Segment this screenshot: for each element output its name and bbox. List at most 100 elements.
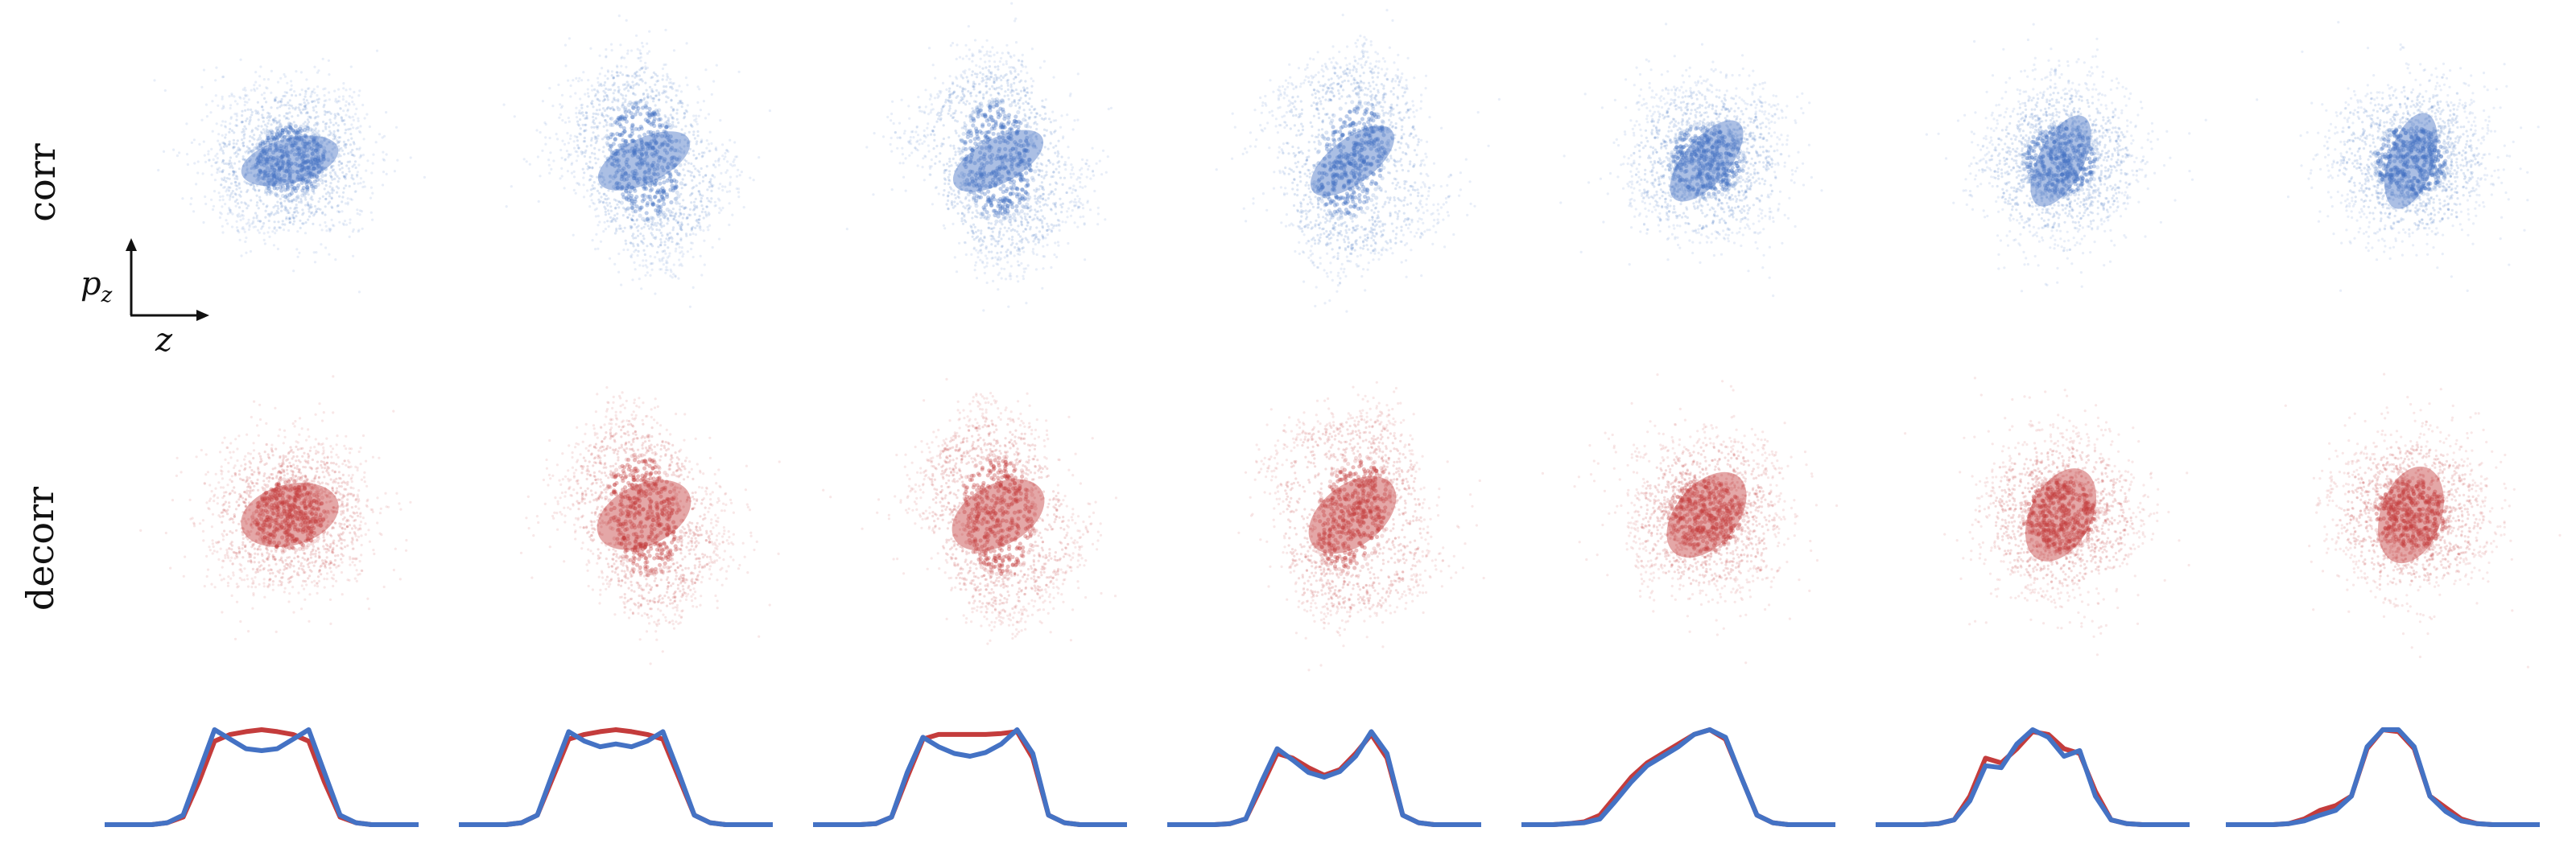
scatter-point: [613, 92, 615, 94]
scatter-point: [667, 220, 670, 222]
scatter-point: [729, 176, 732, 179]
scatter-point: [203, 141, 205, 143]
scatter-point: [707, 228, 709, 231]
scatter-point: [250, 116, 252, 118]
scatter-point: [593, 147, 596, 150]
scatter-point: [624, 98, 626, 101]
scatter-point: [617, 200, 620, 203]
scatter-point: [337, 124, 340, 126]
scatter-point: [603, 193, 605, 196]
scatter-point: [724, 171, 727, 174]
scatter-point: [644, 62, 646, 64]
scatter-point: [675, 250, 677, 253]
scatter-point: [1033, 169, 1037, 173]
scatter-point: [1046, 223, 1048, 225]
scatter-point: [277, 205, 279, 208]
scatter-point: [331, 191, 333, 194]
scatter-point: [612, 217, 614, 220]
scatter-point: [305, 112, 308, 114]
scatter-point: [317, 132, 320, 134]
scatter-point: [708, 186, 711, 188]
scatter-point: [597, 98, 599, 101]
scatter-point: [601, 114, 604, 117]
scatter-point: [1034, 121, 1037, 123]
scatter-point: [662, 188, 666, 192]
scatter-point: [694, 213, 696, 216]
scatter-point: [962, 205, 964, 208]
scatter-point: [299, 111, 302, 113]
scatter-point: [672, 228, 675, 231]
scatter-point: [607, 88, 609, 91]
scatter-point: [594, 248, 597, 250]
scatter-point: [947, 200, 949, 202]
scatter-point: [627, 89, 630, 92]
scatter-point: [164, 89, 167, 92]
scatter-point: [1007, 306, 1009, 308]
scatter-point: [357, 164, 360, 167]
scatter-point: [245, 120, 247, 122]
scatter-point: [1051, 133, 1053, 135]
scatter-point: [968, 102, 971, 105]
scatter-point: [1072, 184, 1075, 187]
scatter-point: [709, 131, 712, 134]
scatter-point: [947, 208, 949, 210]
scatter-point: [304, 196, 307, 199]
scatter-point: [301, 88, 303, 91]
scatter-point: [254, 89, 256, 92]
scatter-point: [595, 113, 597, 115]
scatter-point: [678, 215, 680, 217]
scatter-point: [1030, 77, 1033, 80]
scatter-point: [370, 171, 373, 174]
scatter-point: [636, 101, 640, 105]
scatter-point: [316, 183, 320, 187]
scatter-point: [905, 190, 907, 192]
scatter-point: [356, 148, 358, 150]
scatter-point: [1051, 224, 1053, 226]
scatter-point: [957, 212, 960, 215]
scatter-point: [993, 77, 995, 80]
scatter-point: [328, 185, 331, 187]
scatter-point: [976, 236, 979, 238]
scatter-point: [968, 25, 970, 27]
scatter-point: [1084, 163, 1087, 165]
scatter-point: [625, 66, 627, 68]
scatter-point: [245, 150, 247, 153]
scatter-point: [325, 225, 328, 228]
scatter-point: [1086, 159, 1088, 162]
scatter-point: [1023, 212, 1026, 215]
scatter-point: [1042, 215, 1044, 217]
scatter-point: [604, 221, 606, 224]
scatter-point: [921, 142, 923, 145]
scatter-point: [262, 117, 265, 119]
scatter-point: [324, 246, 327, 249]
scatter-point: [692, 114, 695, 117]
scatter-point: [1020, 97, 1022, 99]
scatter-point: [1032, 248, 1034, 250]
scatter-point: [1055, 256, 1058, 258]
scatter-point: [1023, 109, 1026, 111]
scatter-point: [1296, 184, 1298, 187]
scatter-point: [270, 130, 275, 134]
scatter-point: [1062, 135, 1064, 138]
scatter-point: [1039, 67, 1042, 69]
scatter-point: [604, 119, 606, 121]
scatter-point: [352, 255, 354, 257]
scatter-point: [1392, 113, 1394, 116]
scatter-point: [539, 175, 541, 177]
scatter-point: [244, 241, 246, 243]
scatter-point: [569, 95, 572, 97]
scatter-point: [1086, 176, 1088, 179]
scatter-point: [311, 196, 313, 198]
scatter-point: [605, 134, 609, 138]
scatter-point: [342, 82, 345, 84]
scatter-point: [986, 190, 990, 194]
scatter-point: [383, 159, 386, 162]
scatter-point: [503, 104, 506, 106]
scatter-point: [266, 231, 269, 233]
scatter-point: [937, 112, 939, 114]
scatter-point: [591, 199, 593, 201]
scatter-point: [971, 123, 975, 127]
scatter-point: [361, 104, 364, 106]
scatter-point: [966, 204, 968, 207]
scatter-point: [1009, 70, 1012, 72]
